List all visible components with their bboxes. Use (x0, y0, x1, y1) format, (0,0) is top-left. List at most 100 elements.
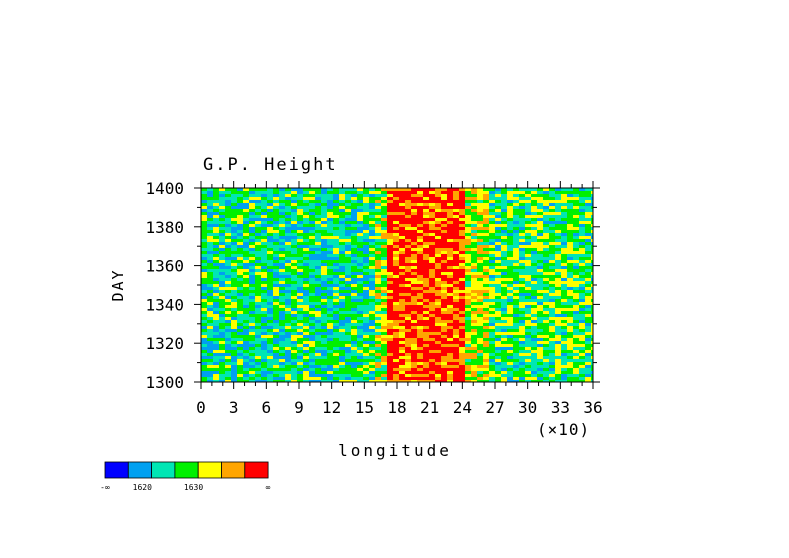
heatmap-cell (387, 278, 393, 281)
heatmap-cell (555, 275, 561, 278)
heatmap-cell (591, 302, 593, 305)
heatmap-cell (375, 326, 381, 329)
heatmap-cell (441, 254, 447, 257)
heatmap-cell (411, 284, 417, 287)
heatmap-cell (585, 380, 591, 382)
heatmap-cell (453, 248, 459, 251)
heatmap-cell (399, 236, 405, 239)
heatmap-cell (423, 212, 429, 215)
heatmap-cell (321, 362, 327, 365)
heatmap-cell (435, 251, 441, 254)
heatmap-cell (399, 212, 405, 215)
heatmap-cell (381, 254, 387, 257)
heatmap-cell (549, 296, 555, 299)
heatmap-cell (555, 197, 561, 200)
heatmap-cell (525, 371, 531, 374)
heatmap-cell (513, 200, 519, 203)
heatmap-cell (429, 380, 435, 382)
heatmap-cell (579, 194, 585, 197)
heatmap-cell (279, 236, 285, 239)
heatmap-cell (261, 284, 267, 287)
heatmap-cell (237, 251, 243, 254)
heatmap-cell (243, 275, 249, 278)
heatmap-cell (483, 359, 489, 362)
heatmap-cell (345, 230, 351, 233)
heatmap-cell (411, 260, 417, 263)
heatmap-cell (219, 188, 225, 191)
heatmap-cell (561, 353, 567, 356)
heatmap-cell (333, 257, 339, 260)
heatmap-cell (261, 308, 267, 311)
heatmap-cell (207, 248, 213, 251)
heatmap-cell (429, 194, 435, 197)
heatmap-cell (435, 254, 441, 257)
heatmap-cell (255, 290, 261, 293)
heatmap-cell (417, 248, 423, 251)
heatmap-cell (303, 260, 309, 263)
heatmap-cell (531, 311, 537, 314)
heatmap-cell (255, 302, 261, 305)
heatmap-cell (489, 305, 495, 308)
heatmap-cell (291, 344, 297, 347)
heatmap-cell (339, 260, 345, 263)
heatmap-cell (273, 302, 279, 305)
heatmap-cell (207, 368, 213, 371)
heatmap-cell (477, 233, 483, 236)
heatmap-cell (327, 269, 333, 272)
heatmap-cell (537, 296, 543, 299)
heatmap-cell (351, 230, 357, 233)
heatmap-cell (447, 257, 453, 260)
heatmap-cell (375, 317, 381, 320)
heatmap-cell (489, 320, 495, 323)
heatmap-cell (423, 287, 429, 290)
heatmap-cell (591, 245, 593, 248)
heatmap-cell (507, 188, 513, 191)
heatmap-cell (573, 263, 579, 266)
heatmap-cell (237, 206, 243, 209)
heatmap-cell (555, 323, 561, 326)
heatmap-cell (201, 257, 207, 260)
heatmap-cell (213, 221, 219, 224)
heatmap-cell (513, 257, 519, 260)
heatmap-cell (447, 344, 453, 347)
heatmap-cell (585, 305, 591, 308)
heatmap-cell (267, 314, 273, 317)
colorbar-label: ∞ (266, 483, 271, 492)
heatmap-cell (309, 362, 315, 365)
heatmap-cell (243, 197, 249, 200)
heatmap-cell (501, 293, 507, 296)
heatmap-cell (219, 341, 225, 344)
heatmap-cell (489, 299, 495, 302)
heatmap-cell (567, 377, 573, 380)
heatmap-cell (591, 311, 593, 314)
heatmap-cell (405, 362, 411, 365)
heatmap-cell (399, 317, 405, 320)
heatmap-cell (495, 347, 501, 350)
heatmap-cell (393, 242, 399, 245)
heatmap-cell (423, 353, 429, 356)
heatmap-cell (363, 251, 369, 254)
heatmap-cell (381, 335, 387, 338)
heatmap-cell (441, 236, 447, 239)
heatmap-cell (489, 257, 495, 260)
heatmap-cell (501, 335, 507, 338)
heatmap-cell (231, 212, 237, 215)
heatmap-cell (405, 356, 411, 359)
heatmap-cell (345, 194, 351, 197)
heatmap-cell (237, 380, 243, 382)
heatmap-cell (561, 335, 567, 338)
heatmap-cell (483, 233, 489, 236)
heatmap-cell (303, 317, 309, 320)
heatmap-cell (339, 377, 345, 380)
heatmap-cell (579, 335, 585, 338)
heatmap-cell (507, 230, 513, 233)
heatmap-cell (579, 356, 585, 359)
heatmap-cell (525, 263, 531, 266)
heatmap-cell (501, 341, 507, 344)
heatmap-cell (507, 236, 513, 239)
heatmap-cell (339, 272, 345, 275)
heatmap-cell (561, 380, 567, 382)
heatmap-cell (591, 371, 593, 374)
heatmap-cell (525, 260, 531, 263)
heatmap-cell (255, 215, 261, 218)
